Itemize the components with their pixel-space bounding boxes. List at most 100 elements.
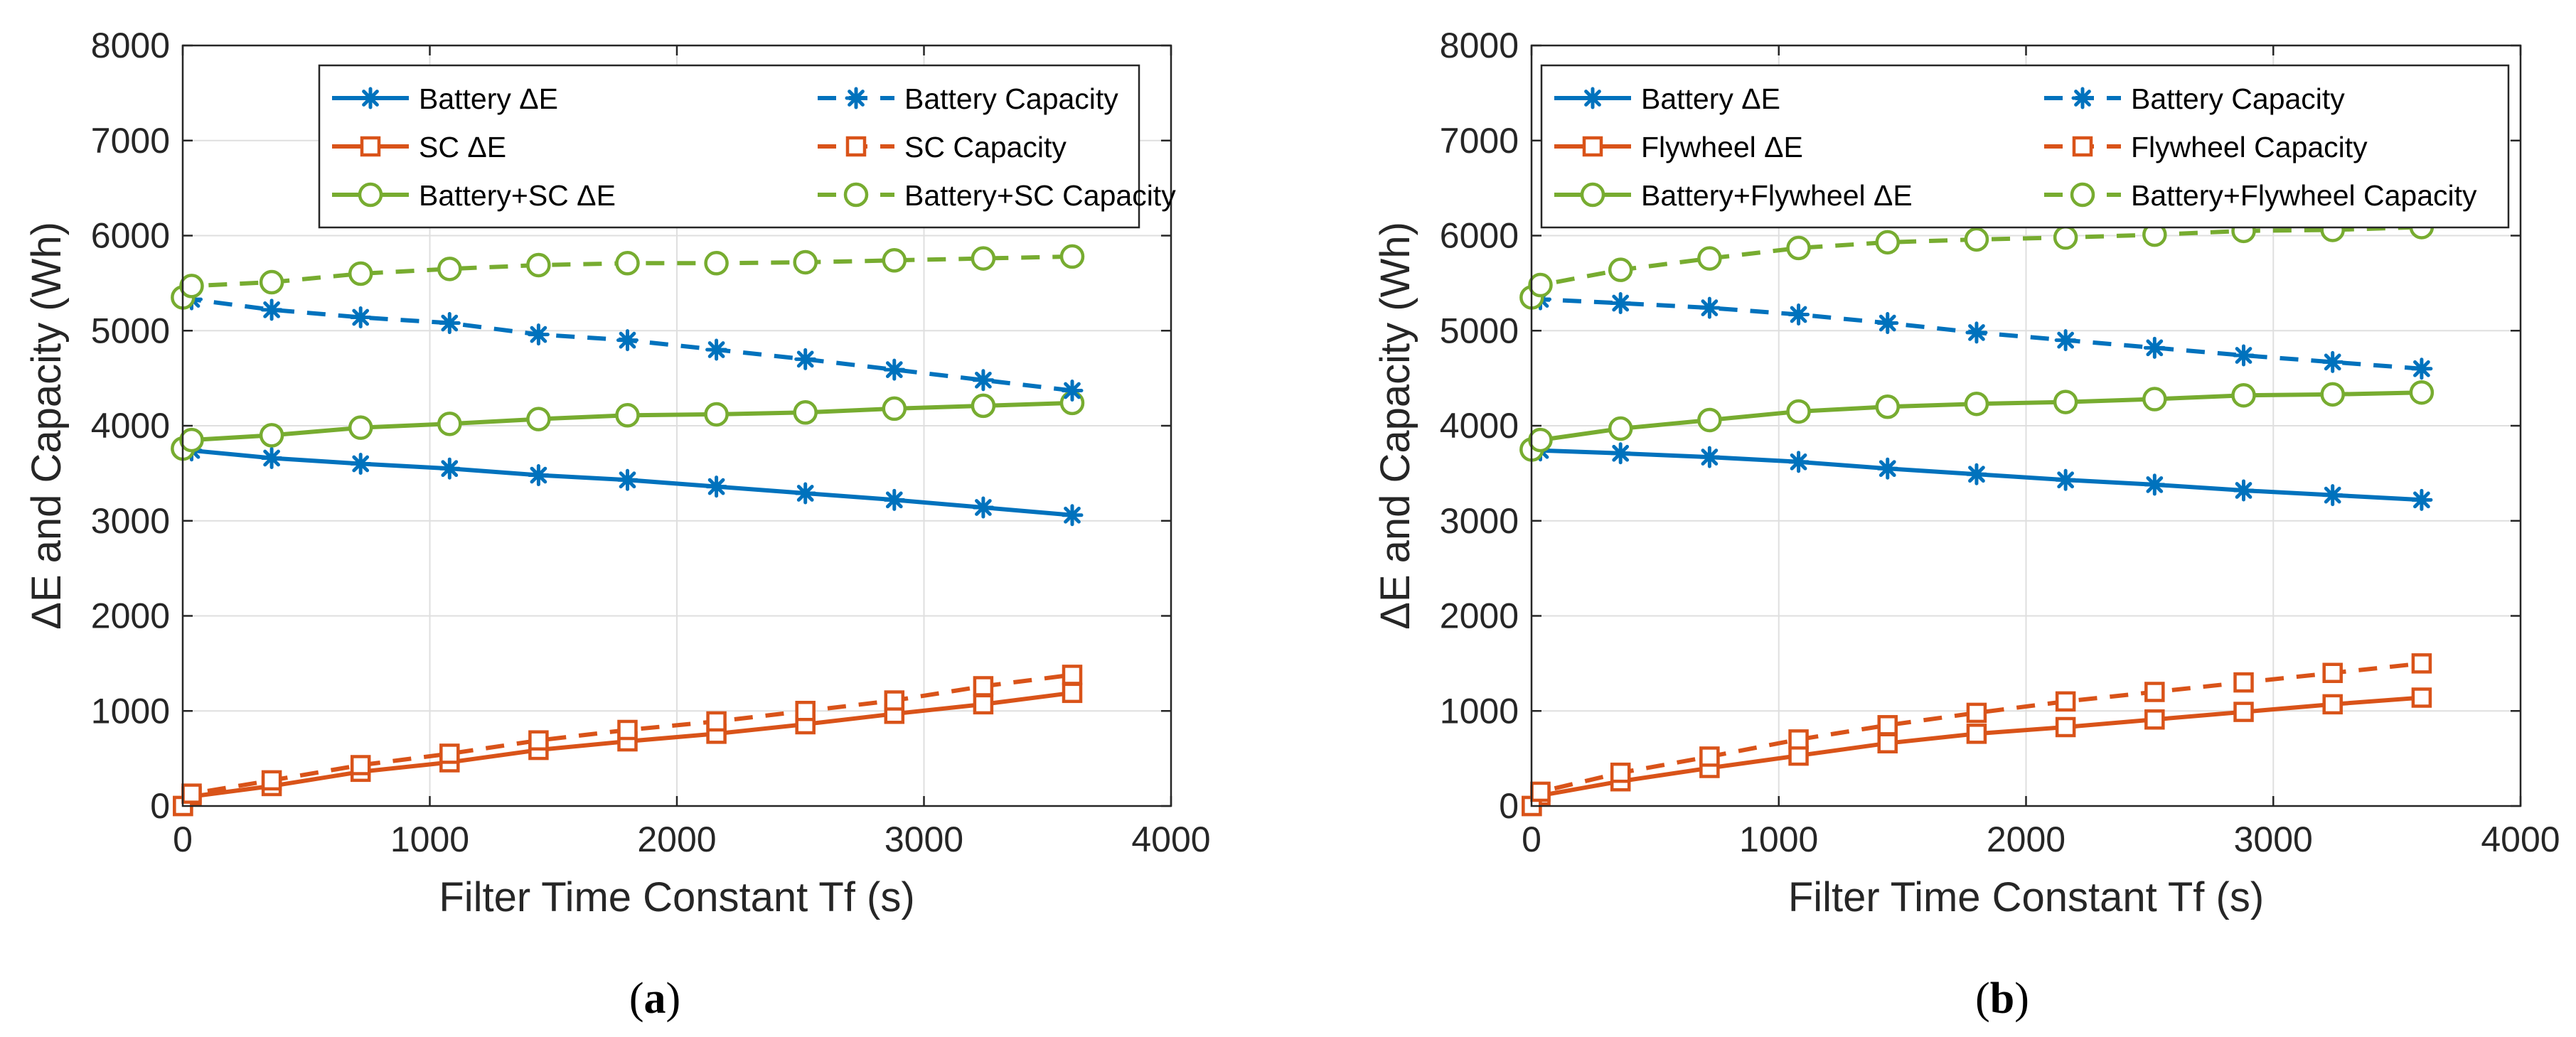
y-tick-label: 6000	[1440, 216, 1519, 256]
legend-item: Battery+SC Capacity	[818, 179, 1176, 212]
x-tick-label: 4000	[2481, 820, 2560, 859]
legend-item: Battery+Flywheel ΔE	[1554, 179, 1913, 212]
y-tick-label: 7000	[91, 121, 170, 161]
data-point	[704, 251, 729, 276]
data-point	[1062, 682, 1083, 704]
data-point	[882, 396, 907, 421]
data-point	[2055, 716, 2076, 738]
data-point	[179, 427, 204, 453]
data-point	[260, 299, 283, 321]
y-tick-label: 2000	[1440, 596, 1519, 636]
data-point	[615, 403, 640, 428]
y-tick-label: 1000	[91, 691, 170, 731]
data-point	[1530, 781, 1551, 802]
data-point	[2055, 691, 2076, 712]
legend: Battery ΔE SC ΔE Battery+SC ΔE Battery Capa…	[318, 64, 1176, 229]
data-point	[617, 719, 638, 741]
data-point	[437, 257, 462, 281]
legend-item: Battery ΔE	[1554, 82, 1780, 115]
series-line	[1529, 661, 2422, 807]
data-point	[795, 701, 816, 721]
y-axis-label: ΔE and Capacity (Wh)	[23, 222, 70, 630]
series-line	[1529, 225, 2422, 299]
data-point	[616, 329, 638, 352]
data-point	[1877, 733, 1898, 753]
y-tick-label: 8000	[91, 26, 170, 65]
data-point	[973, 676, 994, 697]
x-tick-label: 3000	[885, 820, 963, 859]
data-point	[1876, 457, 1899, 480]
series-line	[1530, 390, 2422, 451]
data-point	[527, 323, 550, 346]
y-tick-label: 4000	[1440, 406, 1519, 446]
legend-label: Battery Capacity	[2131, 82, 2345, 115]
data-point	[1875, 394, 1901, 419]
data-point	[1964, 391, 1989, 417]
legend-marker	[1580, 182, 1605, 208]
series-line	[181, 254, 1073, 299]
y-tick-label: 3000	[91, 501, 170, 541]
legend-box	[318, 64, 1140, 229]
data-point	[2322, 662, 2343, 683]
data-point	[1697, 246, 1722, 271]
series-line	[182, 446, 1073, 517]
data-point	[1698, 446, 1721, 468]
data-point	[794, 348, 817, 370]
data-point	[2143, 336, 2166, 359]
data-point	[1697, 407, 1722, 433]
data-point	[2410, 488, 2433, 511]
data-point	[439, 743, 460, 764]
legend-label: Battery+Flywheel Capacity	[2131, 179, 2477, 212]
data-point	[1965, 463, 1988, 485]
data-point	[2053, 225, 2078, 250]
legend-marker	[2072, 136, 2093, 157]
data-point	[2233, 344, 2255, 367]
data-point	[526, 252, 551, 278]
data-point	[1788, 729, 1809, 750]
series-line	[181, 400, 1073, 451]
data-point	[2411, 653, 2432, 674]
data-point	[1786, 235, 1811, 261]
figure-caption: (a)	[629, 974, 680, 1023]
legend-label: Flywheel ΔE	[1641, 131, 1803, 163]
data-point	[2231, 382, 2256, 408]
legend-marker	[845, 87, 867, 109]
x-tick-label: 2000	[637, 820, 716, 859]
data-point	[884, 690, 905, 711]
legend-marker	[1581, 87, 1604, 109]
x-tick-label: 3000	[2234, 820, 2313, 859]
y-tick-label: 0	[1499, 786, 1519, 826]
legend-item: Flywheel Capacity	[2044, 131, 2368, 163]
data-point	[1964, 227, 1989, 252]
data-point	[1528, 272, 1553, 298]
legend-item: Battery Capacity	[2044, 82, 2345, 115]
y-tick-label: 3000	[1440, 501, 1519, 541]
data-point	[1609, 442, 1632, 465]
y-tick-label: 5000	[1440, 311, 1519, 350]
data-point	[2233, 479, 2255, 502]
data-point	[1062, 665, 1083, 685]
data-point	[1609, 291, 1632, 314]
y-axis-label: ΔE and Capacity (Wh)	[1372, 222, 1418, 630]
legend-marker	[2071, 87, 2094, 109]
caption-open: (	[629, 974, 644, 1023]
data-point	[1608, 416, 1633, 441]
data-point	[348, 415, 373, 440]
x-axis-label: Filter Time Constant Tf (s)	[1788, 874, 2264, 920]
x-axis-label: Filter Time Constant Tf (s)	[439, 874, 914, 920]
legend-label: SC ΔE	[419, 131, 506, 163]
data-point	[973, 694, 994, 715]
data-point	[971, 393, 996, 419]
data-point	[1061, 380, 1084, 402]
x-tick-label: 2000	[1987, 820, 2065, 859]
series-sc-capacity	[173, 665, 1083, 817]
data-point	[971, 246, 996, 271]
x-tick-label: 1000	[390, 820, 469, 859]
data-point	[2144, 709, 2165, 730]
data-point	[793, 400, 818, 425]
legend-item: Flywheel ΔE	[1554, 131, 1803, 163]
data-point	[2411, 687, 2432, 708]
legend-item: Battery+Flywheel Capacity	[2044, 179, 2477, 212]
data-point	[260, 446, 283, 469]
figure-caption: (b)	[1975, 974, 2029, 1023]
